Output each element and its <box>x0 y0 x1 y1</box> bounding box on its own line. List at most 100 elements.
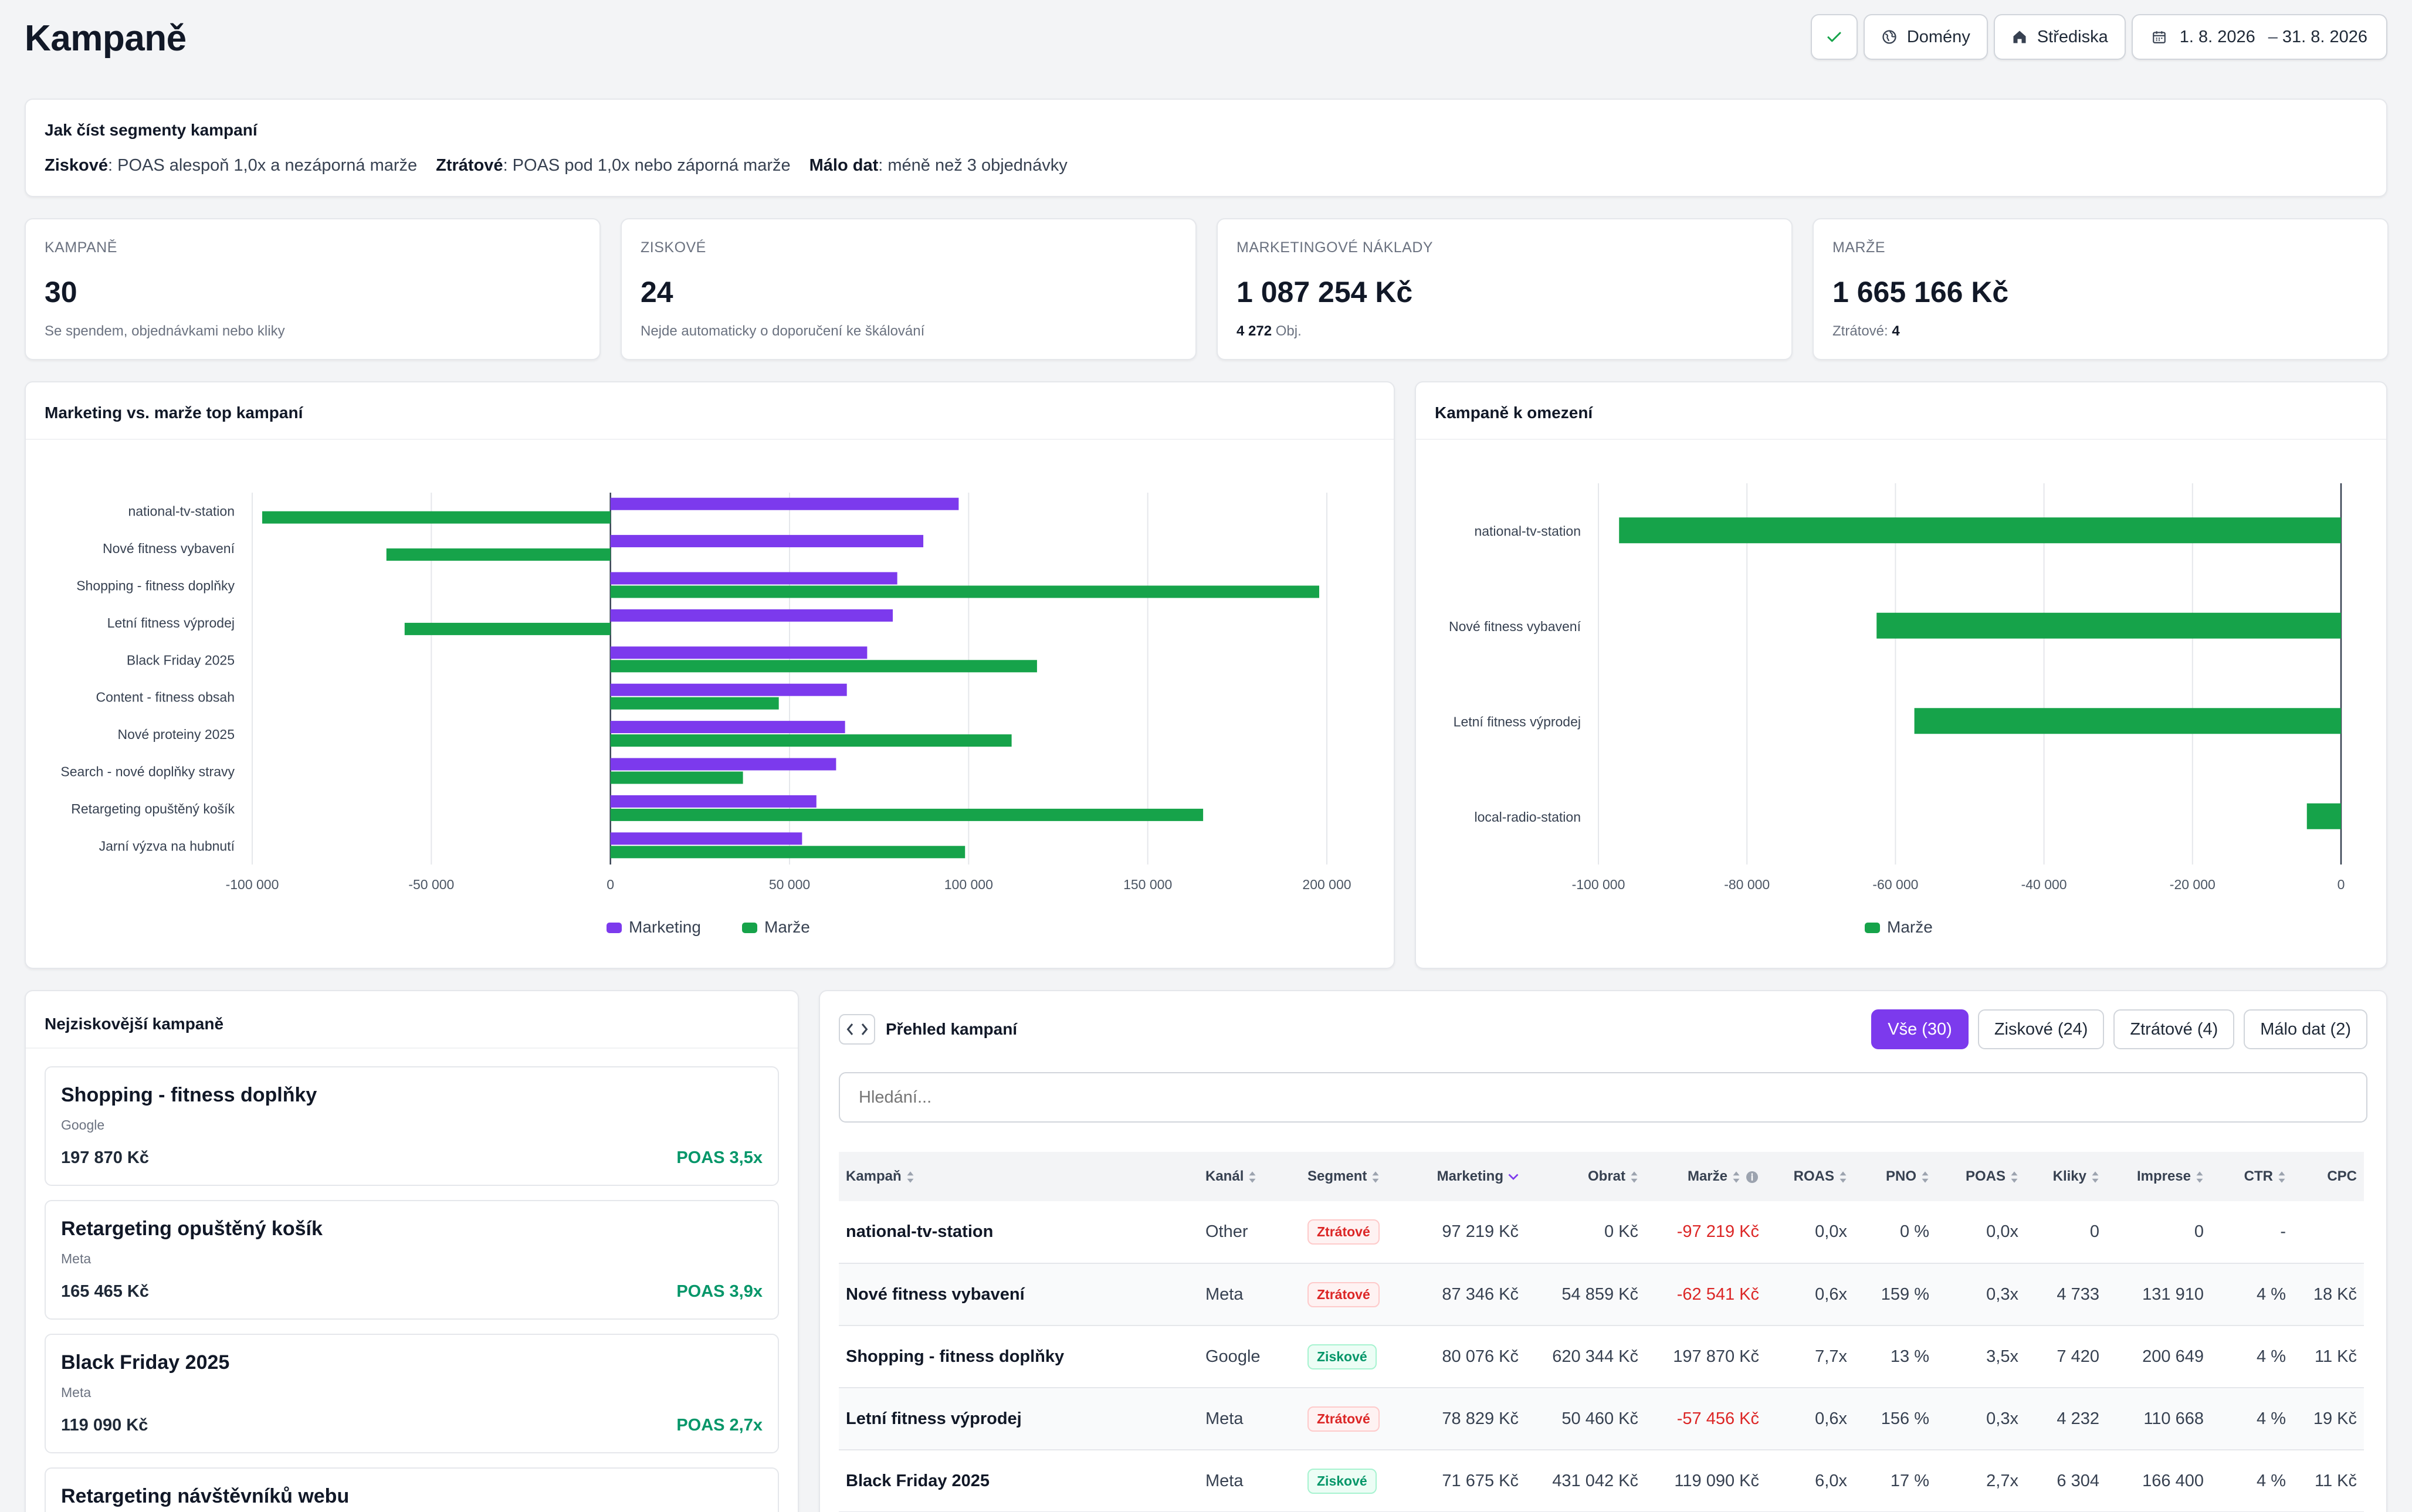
centers-button[interactable]: Střediska <box>1993 14 2126 60</box>
column-header[interactable]: POAS <box>1936 1152 2025 1201</box>
bar-marketing[interactable] <box>610 832 802 845</box>
bar-marže[interactable] <box>610 734 1012 747</box>
top-bar: Kampaně Domény Střediska 1. 8. 2026 – 31… <box>25 14 2387 61</box>
table-cell: 80 076 Kč <box>1414 1325 1526 1388</box>
bar-marže[interactable] <box>610 771 743 784</box>
column-header[interactable]: Obrat <box>1526 1152 1645 1201</box>
segment-term: Ziskové <box>45 156 108 175</box>
column-header-label: Obrat <box>1587 1168 1625 1184</box>
bar-marže[interactable] <box>610 585 1319 598</box>
table-cell: 3,5x <box>1936 1325 2025 1388</box>
bar-marže[interactable] <box>610 846 966 859</box>
column-header[interactable]: Kanál <box>1198 1152 1300 1201</box>
column-header[interactable]: Segment <box>1300 1152 1414 1201</box>
bar-marketing[interactable] <box>610 795 817 808</box>
table-row[interactable]: Nové fitness vybavení Meta Ztrátové 87 346 … <box>839 1263 2364 1326</box>
table-row[interactable]: Letní fitness výprodej Meta Ztrátové 78 829… <box>839 1388 2364 1450</box>
sort-icon <box>1372 1171 1379 1183</box>
campaign-name: Retargeting opuštěný košík <box>61 1218 323 1240</box>
campaign-table: Kampaň Kanál Segment Marketing Obrat Marže ROA… <box>839 1152 2364 1512</box>
segment-legend-item: Málo dat: méně než 3 objednávky <box>809 156 1068 175</box>
kpi-sub: Nejde automaticky o doporučení ke škálov… <box>641 323 1177 340</box>
column-header[interactable]: Imprese <box>2106 1152 2211 1201</box>
column-header[interactable]: Marže <box>1645 1152 1766 1201</box>
campaign-margin: 119 090 Kč <box>61 1416 148 1435</box>
table-cell: 131 910 <box>2106 1263 2211 1326</box>
bar-marketing[interactable] <box>610 497 959 510</box>
filter-loss[interactable]: Ztrátové (4) <box>2113 1009 2235 1049</box>
column-header-label: Marže <box>1687 1168 1727 1184</box>
bar-marže[interactable] <box>610 697 779 710</box>
top-campaign-item[interactable]: Retargeting opuštěný košík Meta 165 465 … <box>45 1200 779 1320</box>
bar-marketing[interactable] <box>610 535 924 548</box>
segment-badge: Ziskové <box>1307 1344 1377 1369</box>
legend-label: Marže <box>1887 918 1933 936</box>
table-scroll-arrows[interactable] <box>839 1014 875 1045</box>
table-cell: Nové fitness vybavení <box>839 1263 1198 1326</box>
bar-marže[interactable] <box>1914 708 2341 734</box>
column-header[interactable]: ROAS <box>1766 1152 1854 1201</box>
table-cell: Shopping - fitness doplňky <box>839 1325 1198 1388</box>
bar-marketing[interactable] <box>610 572 897 585</box>
bar-marketing[interactable] <box>610 721 845 734</box>
table-cell: 50 460 Kč <box>1526 1388 1645 1450</box>
bar-marketing[interactable] <box>610 646 868 659</box>
bar-marketing[interactable] <box>610 758 836 771</box>
table-cell: 6 304 <box>2025 1450 2106 1512</box>
bar-marže[interactable] <box>262 511 611 524</box>
column-header-label: PNO <box>1885 1168 1916 1184</box>
column-header[interactable]: Kliky <box>2025 1152 2106 1201</box>
column-header[interactable]: PNO <box>1854 1152 1936 1201</box>
chevron-left-icon[interactable] <box>845 1022 856 1036</box>
chevron-right-icon[interactable] <box>859 1022 869 1036</box>
bar-marže[interactable] <box>386 548 611 561</box>
kpi-sub: Ztrátové: 4 <box>1832 323 2369 340</box>
filter-all[interactable]: Vše (30) <box>1871 1009 1969 1049</box>
chart-legend: Marketing Marže <box>607 918 810 936</box>
table-cell: 620 344 Kč <box>1526 1325 1645 1388</box>
bar-marketing[interactable] <box>610 609 893 622</box>
kpi-value: 30 <box>45 276 77 308</box>
table-row[interactable]: national-tv-station Other Ztrátové 97 219 K… <box>839 1201 2364 1264</box>
table-row[interactable]: Shopping - fitness doplňky Google Ziskové 8… <box>839 1325 2364 1388</box>
search-input[interactable] <box>839 1072 2367 1123</box>
sort-icon <box>1840 1171 1847 1183</box>
campaign-overview-panel: Přehled kampaní Vše (30) Ziskové (24) Zt… <box>819 990 2387 1512</box>
bar-marže[interactable] <box>1619 517 2341 544</box>
domains-button[interactable]: Domény <box>1863 14 1988 60</box>
date-range-picker[interactable]: 1. 8. 2026 – 31. 8. 2026 <box>2131 14 2387 60</box>
filter-profitable[interactable]: Ziskové (24) <box>1977 1009 2105 1049</box>
segment-term: Málo dat <box>809 156 879 175</box>
bar-marže[interactable] <box>610 808 1204 821</box>
table-cell: Other <box>1198 1201 1300 1264</box>
top-campaign-item[interactable]: Retargeting návštěvníků webu <box>45 1467 779 1512</box>
sort-icon <box>1922 1171 1929 1183</box>
bar-marže[interactable] <box>2306 803 2341 829</box>
x-tick-label: -100 000 <box>226 877 279 892</box>
confirm-button[interactable] <box>1810 14 1858 60</box>
table-cell: 197 870 Kč <box>1645 1325 1766 1388</box>
column-header[interactable]: CPC <box>2293 1152 2364 1201</box>
campaign-name: Retargeting návštěvníků webu <box>61 1485 350 1507</box>
marketing-vs-margin-chart: -100 000 -50 000 0 50 000 100 000 150 000 200 … <box>60 493 1351 936</box>
bar-marže[interactable] <box>1876 612 2341 639</box>
column-header-label: Imprese <box>2136 1168 2191 1184</box>
bar-marže[interactable] <box>404 622 611 635</box>
table-row[interactable]: Black Friday 2025 Meta Ziskové 71 675 Kč 431… <box>839 1450 2364 1512</box>
column-header-label: CTR <box>2244 1168 2273 1184</box>
bar-marketing[interactable] <box>610 683 847 696</box>
info-icon[interactable] <box>1745 1170 1759 1184</box>
column-header[interactable]: Kampaň <box>839 1152 1198 1201</box>
table-cell: 156 % <box>1854 1388 1936 1450</box>
table-cell: Black Friday 2025 <box>839 1450 1198 1512</box>
x-tick-label: -40 000 <box>2021 877 2067 892</box>
bar-marže[interactable] <box>610 660 1037 673</box>
top-campaign-item[interactable]: Black Friday 2025 Meta 119 090 Kč POAS 2,… <box>45 1334 779 1453</box>
column-header[interactable]: CTR <box>2211 1152 2293 1201</box>
column-header[interactable]: Marketing <box>1414 1152 1526 1201</box>
top-campaign-item[interactable]: Shopping - fitness doplňky Google 197 87… <box>45 1066 779 1186</box>
filter-low-data[interactable]: Málo dat (2) <box>2244 1009 2367 1049</box>
table-cell: -57 456 Kč <box>1645 1388 1766 1450</box>
campaigns-to-limit-chart-card: Kampaně k omezení -100 000 -80 000 -60 000… <box>1415 381 2387 969</box>
segment-filters: Vše (30) Ziskové (24) Ztrátové (4) Málo … <box>1871 1009 2367 1049</box>
